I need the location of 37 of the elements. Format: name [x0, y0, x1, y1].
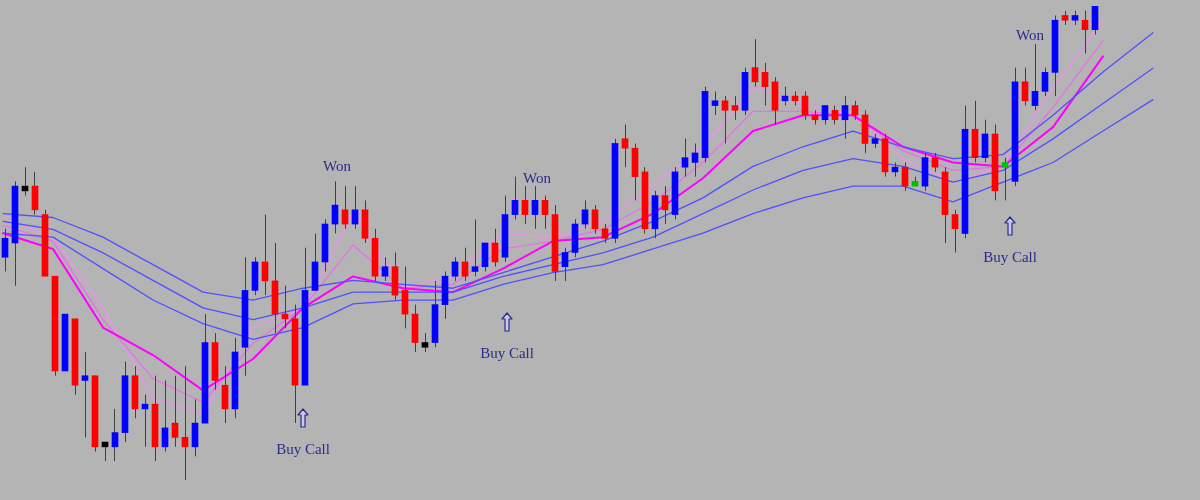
- candlestick: [661, 185, 669, 225]
- candlestick: [601, 223, 609, 244]
- annotation: Won: [523, 169, 552, 186]
- candlestick: [621, 124, 629, 168]
- candlestick: [531, 185, 539, 230]
- candlestick: [461, 247, 469, 282]
- candlestick: [521, 185, 529, 225]
- candlestick: [451, 256, 459, 282]
- candlestick: [711, 90, 719, 116]
- candlestick: [341, 185, 349, 230]
- candlestick: [731, 95, 739, 121]
- candlestick: [381, 256, 389, 282]
- candlestick: [761, 62, 769, 107]
- candlestick: [951, 209, 959, 253]
- candlestick: [1031, 43, 1039, 111]
- candlestick: [841, 95, 849, 140]
- candlestick: [581, 199, 589, 230]
- candlestick: [1041, 67, 1049, 97]
- candlestick: [421, 332, 429, 353]
- annotation: Won: [323, 157, 352, 174]
- candlestick: [591, 204, 599, 235]
- annotation: Buy Call: [276, 440, 330, 457]
- candlestick: [171, 375, 179, 448]
- candlestick: [511, 176, 519, 220]
- candlestick: [561, 247, 569, 282]
- annotation: Buy Call: [983, 248, 1037, 265]
- candlestick: [721, 95, 729, 144]
- candlestick: [751, 38, 759, 88]
- candlestick: [471, 218, 479, 277]
- annotation: Buy Call: [480, 344, 534, 361]
- candlestick: [81, 351, 89, 438]
- candlestick: [821, 105, 829, 125]
- candlestick: [1, 228, 9, 272]
- candlestick: [541, 195, 549, 230]
- annotation: Won: [1016, 26, 1045, 43]
- candlestick: [111, 408, 119, 462]
- candlestick: [351, 185, 359, 230]
